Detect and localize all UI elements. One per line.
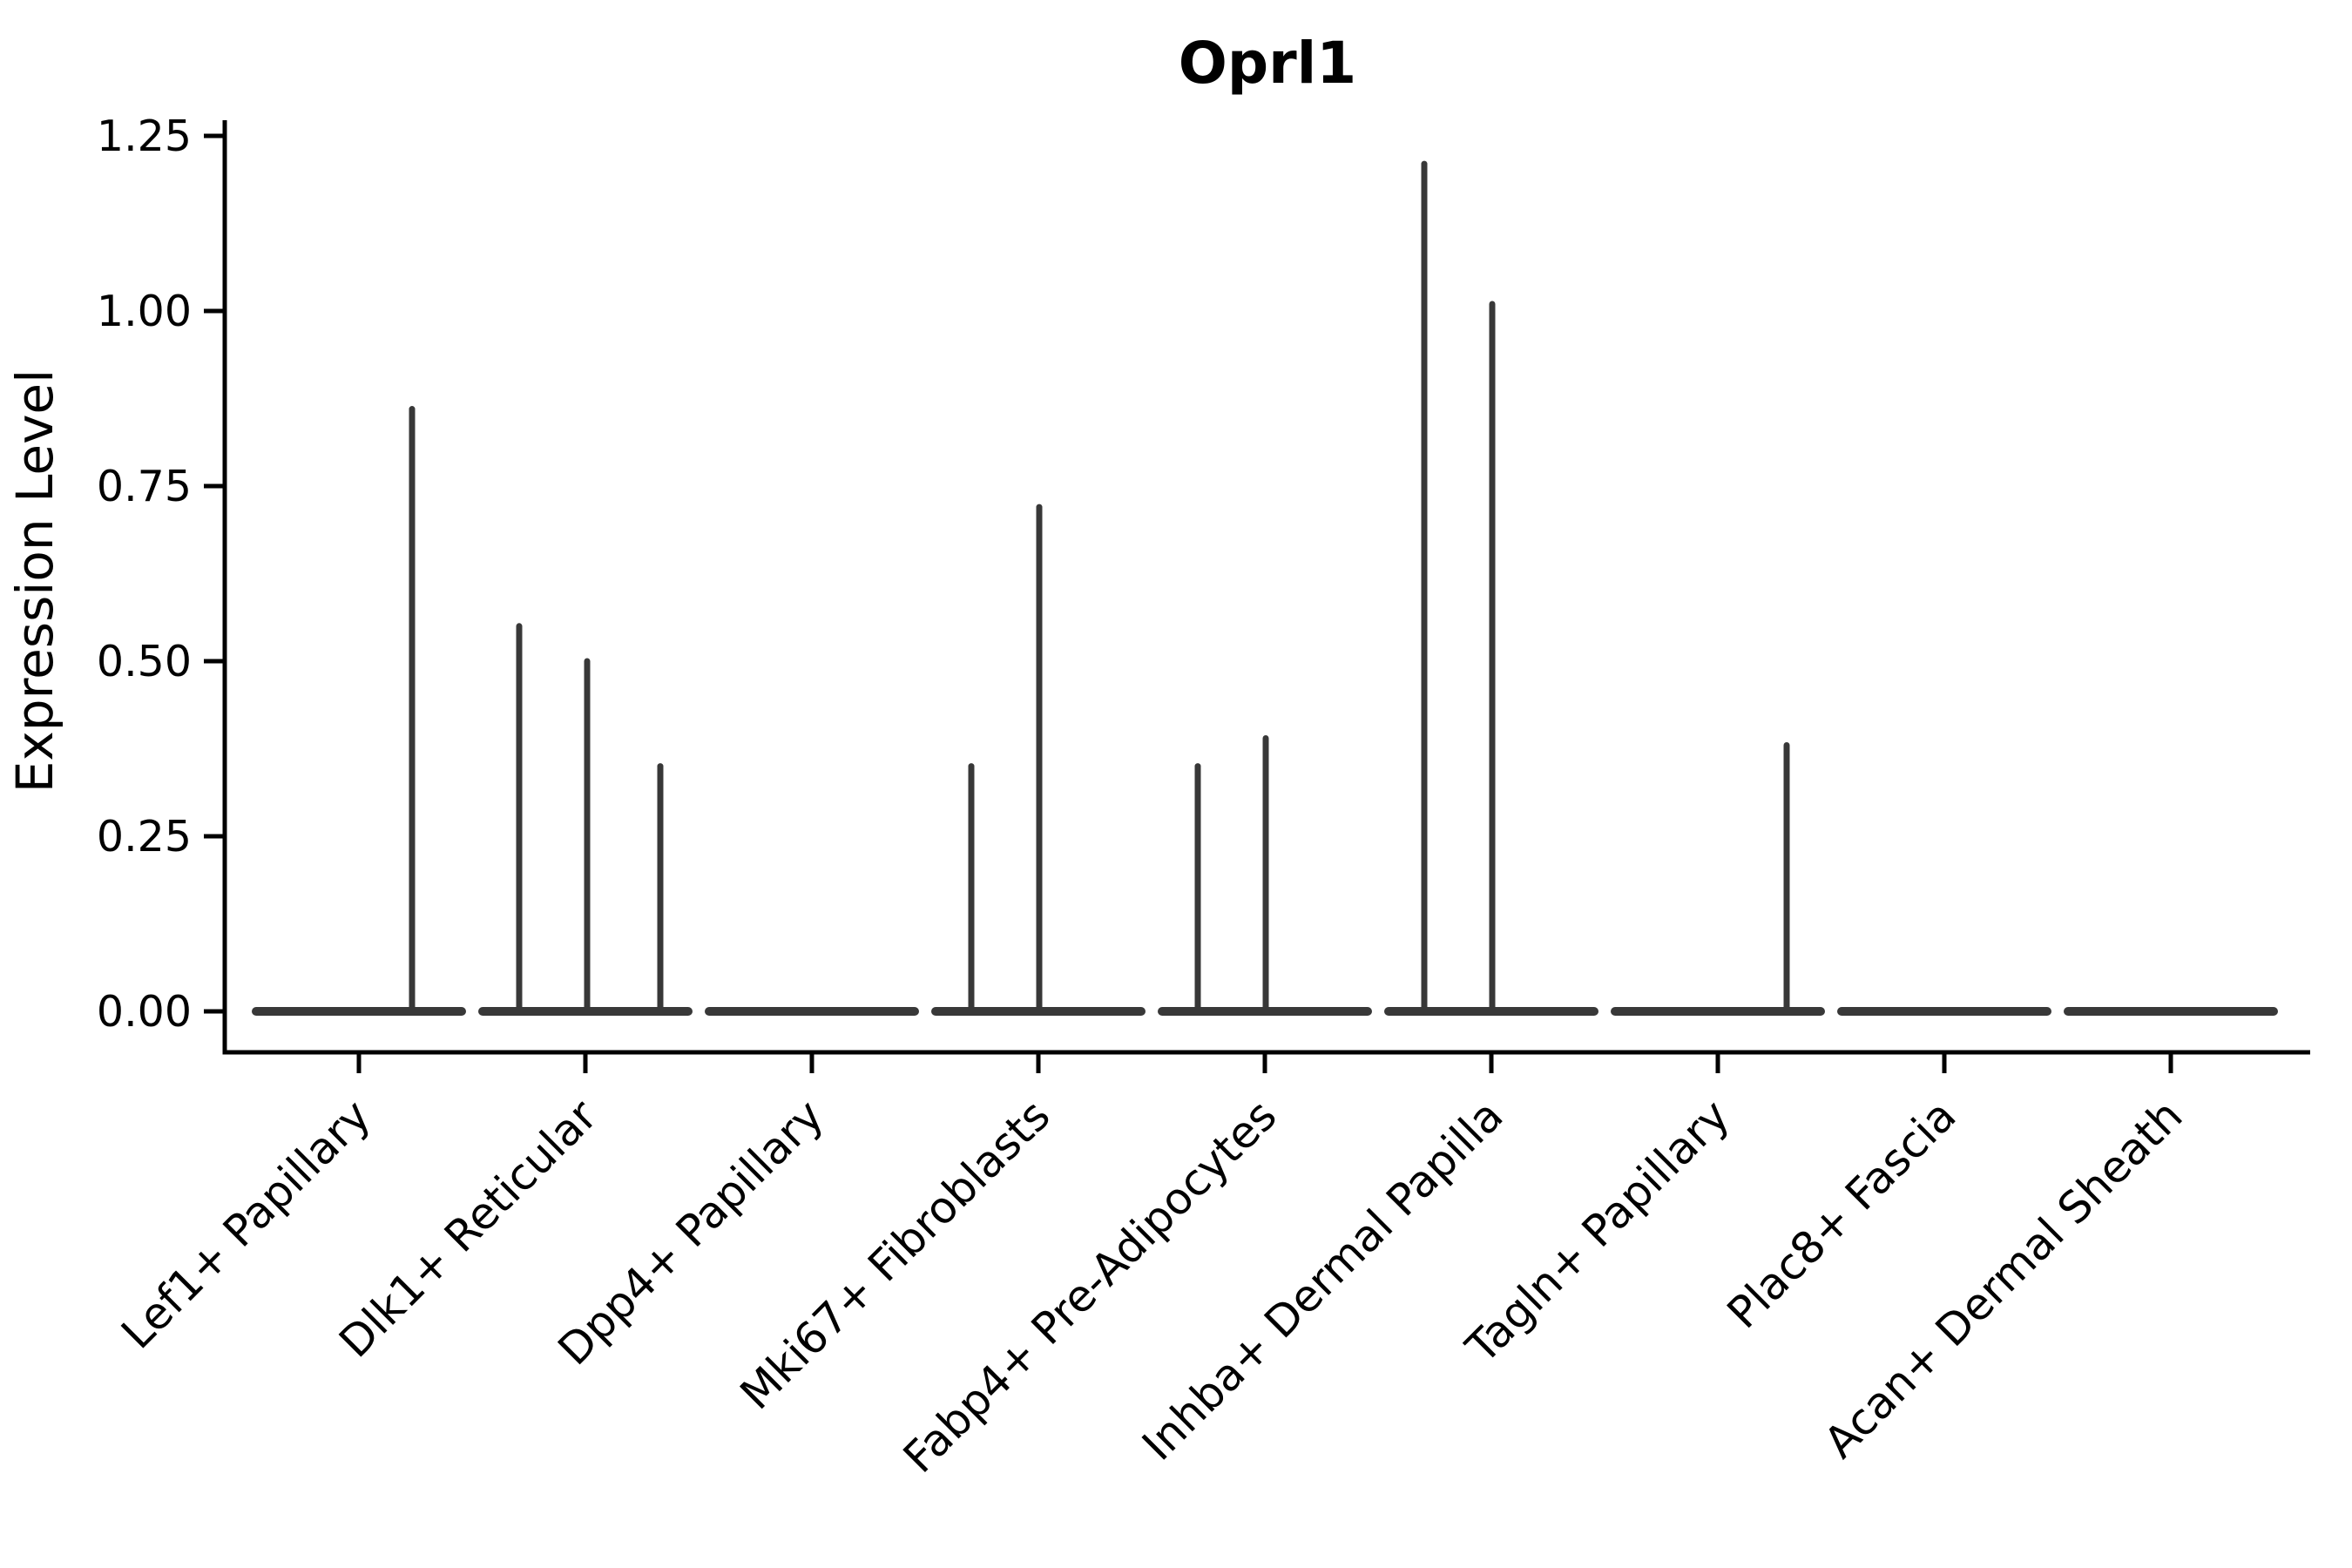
x-category-label: Plac8+ Fascia <box>1718 1090 1966 1338</box>
y-axis-ticks: 0.00 0.25 0.50 0.75 1.00 1.25 <box>97 112 225 1037</box>
y-axis-label: Expression Level <box>5 369 64 793</box>
y-tick-label: 1.00 <box>97 287 192 336</box>
y-tick-label: 0.00 <box>97 987 192 1037</box>
y-tick-label: 0.75 <box>97 462 192 511</box>
x-category-label: Lef1+ Papillary <box>112 1090 380 1358</box>
x-category-label: Acan+ Dermal Sheath <box>1815 1090 2193 1468</box>
x-category-label: Fabp4+ Pre-Adipocytes <box>894 1090 1287 1483</box>
x-category-label: Inhba+ Dermal Papilla <box>1132 1090 1512 1470</box>
violins <box>252 160 2278 1016</box>
y-tick-label: 1.25 <box>97 112 192 161</box>
chart-title: Oprl1 <box>1179 30 1356 97</box>
y-tick-label: 0.25 <box>97 812 192 862</box>
y-tick-label: 0.50 <box>97 637 192 686</box>
